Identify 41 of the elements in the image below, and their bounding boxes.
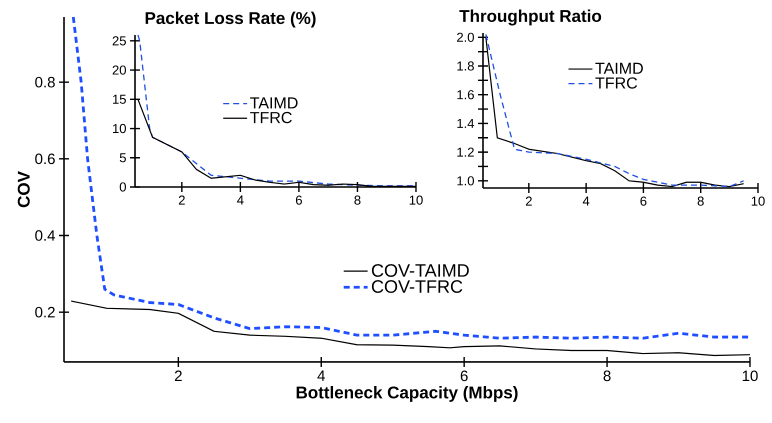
y-tick-label: 20 bbox=[112, 65, 126, 75]
y-tick-label: 2.0 bbox=[457, 32, 474, 42]
x-tick-label: 2 bbox=[526, 196, 532, 206]
x-tick-label: 4 bbox=[237, 196, 244, 204]
x-tick-label: 6 bbox=[296, 196, 302, 205]
x-tick-label: 2 bbox=[174, 370, 182, 381]
y-tick-label: 0.4 bbox=[35, 230, 56, 241]
x-tick-label: 6 bbox=[460, 370, 468, 382]
y-tick-label: 0.6 bbox=[35, 154, 55, 164]
x-axis-title: Bottleneck Capacity (Mbps) bbox=[296, 386, 518, 402]
x-tick-label: 8 bbox=[604, 370, 611, 382]
legend-label: TFRC bbox=[595, 77, 638, 89]
chart-title: Throughput Ratio bbox=[459, 10, 602, 26]
y-tick-label: 15 bbox=[113, 94, 126, 104]
x-tick-label: 6 bbox=[640, 196, 646, 206]
y-tick-label: 1.6 bbox=[457, 90, 474, 100]
x-tick-label: 10 bbox=[742, 370, 758, 382]
y-tick-label: 0.8 bbox=[35, 76, 55, 88]
x-tick-label: 10 bbox=[752, 196, 765, 206]
y-tick-label: 10 bbox=[113, 124, 126, 134]
x-tick-label: 4 bbox=[582, 196, 590, 206]
legend-label: COV-TFRC bbox=[372, 280, 462, 293]
legend-label: TAIMD bbox=[250, 97, 298, 108]
x-tick-label: 4 bbox=[317, 370, 325, 381]
y-tick-label: 0 bbox=[120, 182, 126, 192]
chart-title: Packet Loss Rate (%) bbox=[146, 12, 316, 28]
y-tick-label: 25 bbox=[112, 36, 126, 46]
legend-label: TAIMD bbox=[595, 62, 643, 74]
x-tick-label: 8 bbox=[698, 196, 704, 206]
y-tick-label: 1.0 bbox=[457, 176, 474, 186]
x-tick-label: 10 bbox=[410, 196, 423, 205]
y-tick-label: 1.8 bbox=[457, 61, 474, 71]
legend-label: COV-TAIMD bbox=[372, 264, 469, 277]
legend-label: TFRC bbox=[250, 112, 292, 124]
x-tick-label: 8 bbox=[354, 196, 360, 205]
y-axis-title: COV bbox=[18, 171, 30, 208]
y-tick-label: 0.2 bbox=[35, 306, 55, 318]
y-tick-label: 1.4 bbox=[457, 118, 474, 128]
x-tick-label: 2 bbox=[178, 196, 185, 205]
y-tick-label: 5 bbox=[120, 153, 126, 162]
y-tick-label: 1.2 bbox=[457, 148, 474, 157]
